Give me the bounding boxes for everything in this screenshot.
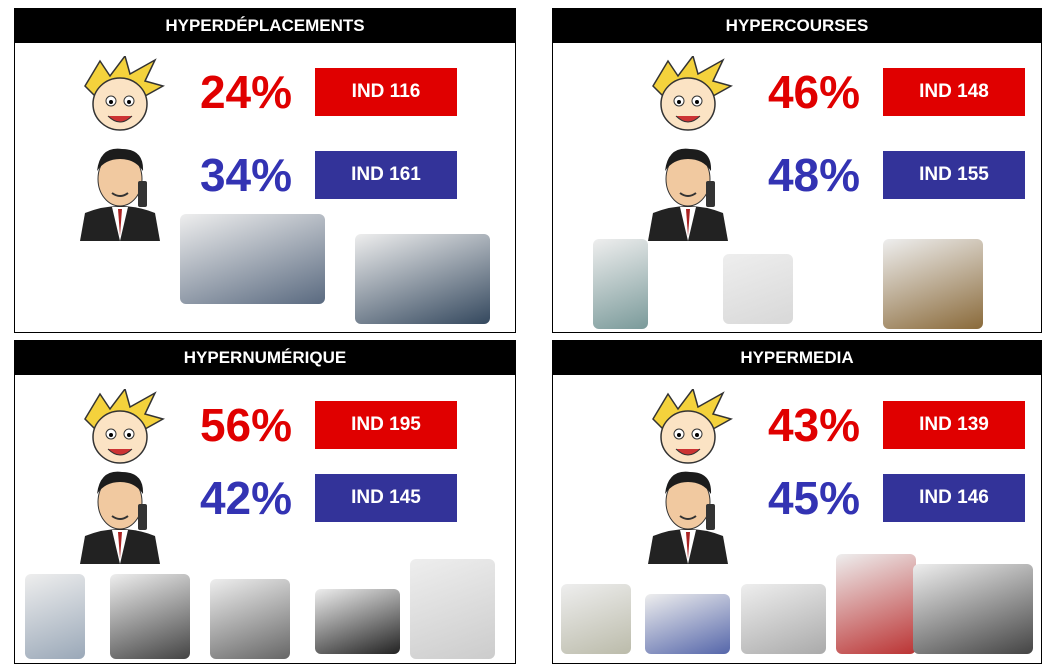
percentage: 45%: [767, 472, 861, 524]
percentage: 48%: [767, 149, 861, 201]
youth-icon: [643, 387, 733, 474]
youth-icon: [75, 387, 165, 474]
businessman-icon: [648, 141, 728, 246]
index-badge: IND 195: [315, 401, 457, 449]
index-badge: IND 116: [315, 68, 457, 116]
index-badge: IND 139: [883, 401, 1025, 449]
panel: HYPERDÉPLACEMENTS 24% IND 116 34% IND 161: [14, 8, 516, 333]
businessman-icon: [80, 141, 160, 246]
photo: [25, 574, 85, 659]
percentage: 43%: [767, 399, 861, 451]
photo: [410, 559, 495, 659]
photo: [741, 584, 826, 654]
panel-title: HYPERCOURSES: [553, 9, 1041, 43]
photo: [561, 584, 631, 654]
index-badge: IND 161: [315, 151, 457, 199]
percentage: 42%: [199, 472, 293, 524]
index-badge: IND 146: [883, 474, 1025, 522]
photo: [645, 594, 730, 654]
panel-title: HYPERDÉPLACEMENTS: [15, 9, 515, 43]
photo: [836, 554, 916, 654]
photo: [723, 254, 793, 324]
index-badge: IND 155: [883, 151, 1025, 199]
percentage: 34%: [199, 149, 293, 201]
panel: HYPERMEDIA 43% IND 139 45% IND 146: [552, 340, 1042, 664]
percentage: 56%: [199, 399, 293, 451]
youth-icon: [75, 54, 165, 141]
photo: [593, 239, 648, 329]
percentage: 24%: [199, 66, 293, 118]
photo: [913, 564, 1033, 654]
index-badge: IND 145: [315, 474, 457, 522]
youth-icon: [643, 54, 733, 141]
panel-title: HYPERMEDIA: [553, 341, 1041, 375]
panel-title: HYPERNUMÉRIQUE: [15, 341, 515, 375]
panel: HYPERNUMÉRIQUE 56% IND 195 42% IND 145: [14, 340, 516, 664]
photo: [315, 589, 400, 654]
panel: HYPERCOURSES 46% IND 148 48% IND 155: [552, 8, 1042, 333]
index-badge: IND 148: [883, 68, 1025, 116]
businessman-icon: [648, 464, 728, 569]
photo: [210, 579, 290, 659]
photo: [355, 234, 490, 324]
businessman-icon: [80, 464, 160, 569]
photo: [883, 239, 983, 329]
percentage: 46%: [767, 66, 861, 118]
photo: [110, 574, 190, 659]
photo: [180, 214, 325, 304]
